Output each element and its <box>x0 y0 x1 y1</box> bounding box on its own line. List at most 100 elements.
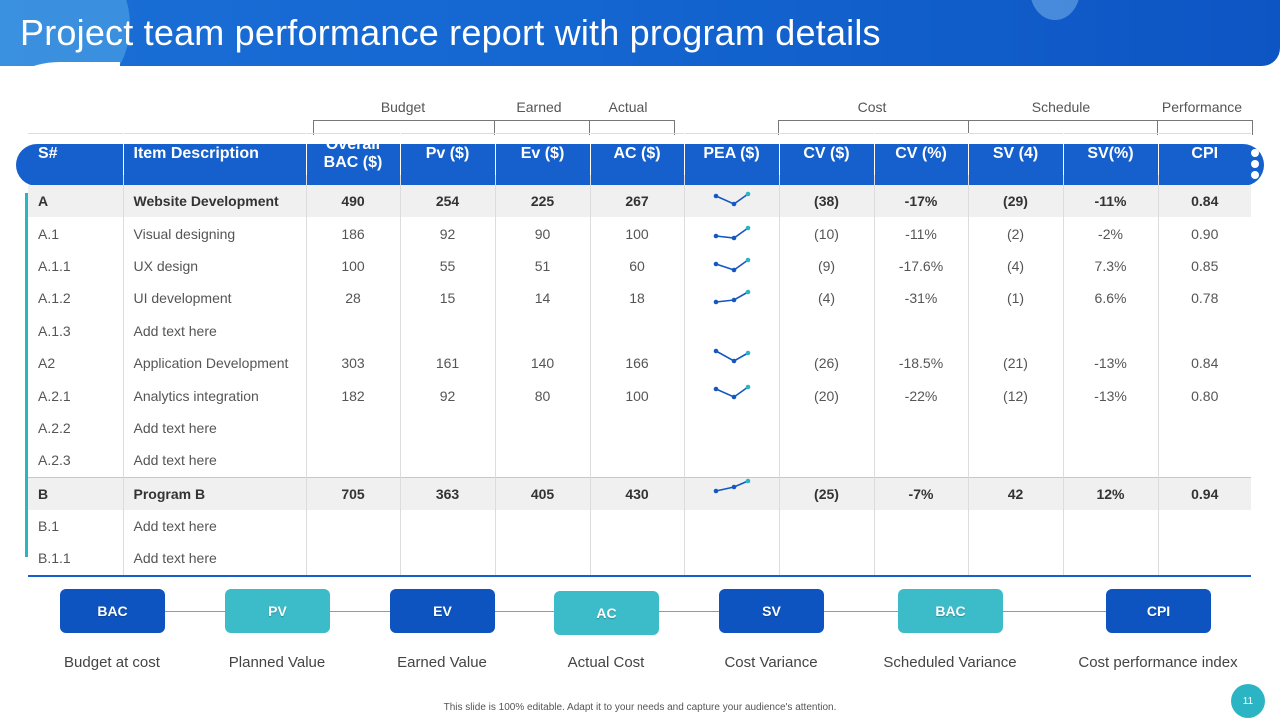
page-title: Project team performance report with pro… <box>20 12 881 53</box>
row-ac <box>590 444 685 478</box>
row-ev: 225 <box>495 185 591 218</box>
row-sv <box>968 444 1064 478</box>
flow-step-sv-4: SV <box>719 589 824 633</box>
sparkline-point <box>713 300 718 305</box>
row-sv-percent: -13% <box>1063 379 1159 412</box>
row-ac: 100 <box>590 379 685 412</box>
row-description: Program B <box>123 476 307 510</box>
row-cv: (10) <box>779 217 875 250</box>
row-pv: 363 <box>400 476 496 510</box>
flow-step-bac-5: BAC <box>898 589 1003 633</box>
col-header-cv-percent: CV (%) <box>874 133 969 175</box>
sparkline-point <box>731 484 736 490</box>
row-cv-percent <box>874 411 969 445</box>
row-pea-sparkline <box>684 444 780 478</box>
row-cv-percent: -22% <box>874 379 969 412</box>
row-sv: 42 <box>968 476 1064 510</box>
row-cv <box>779 314 875 347</box>
row-cv: (4) <box>779 282 875 315</box>
col-header-ev: Ev ($) <box>495 133 591 175</box>
sparkline-point <box>745 257 750 263</box>
row-cv-percent: -17% <box>874 185 969 218</box>
row-bac: 186 <box>306 217 401 250</box>
row-cv-percent <box>874 314 969 347</box>
row-cv-percent <box>874 509 969 543</box>
row-cpi: 0.80 <box>1191 387 1219 404</box>
row-sv <box>968 509 1064 543</box>
row-cv <box>779 411 875 445</box>
decor-circle <box>0 0 130 66</box>
row-sv-percent <box>1063 444 1159 478</box>
row-cv-percent: -11% <box>874 217 969 250</box>
row-ev <box>495 314 591 347</box>
row-description: Website Development <box>123 185 307 218</box>
row-description: Add text here <box>123 542 307 577</box>
row-cpi: 0.94 <box>1158 476 1251 510</box>
row-pv: 92 <box>400 217 496 250</box>
row-pv <box>400 314 496 347</box>
row-pea-sparkline <box>684 185 780 218</box>
pea-sparkline <box>713 478 750 494</box>
pea-sparkline <box>713 348 750 364</box>
row-sv-percent: 7.3% <box>1063 249 1159 283</box>
row-cv: (9) <box>779 249 875 283</box>
row-pea-sparkline <box>684 476 780 510</box>
row-pv <box>400 542 496 577</box>
row-description: UI development <box>123 282 307 315</box>
row-pea-sparkline <box>684 282 780 315</box>
row-sv-percent: -11% <box>1063 185 1159 218</box>
table-header-row: S# Item Description Overall BAC ($) Pv (… <box>28 133 1251 175</box>
row-cv-percent <box>874 444 969 478</box>
col-header-sno: S# <box>28 133 124 175</box>
performance-table: S# Item Description Overall BAC ($) Pv (… <box>28 133 1251 577</box>
sparkline-point <box>745 350 750 356</box>
row-sv-percent: -2% <box>1063 217 1159 250</box>
row-sv <box>968 411 1064 445</box>
pea-sparkline <box>713 257 750 273</box>
pea-sparkline <box>713 191 750 206</box>
row-bac: 100 <box>306 249 401 283</box>
row-sv-percent: 6.6% <box>1063 282 1159 315</box>
table-row: A.2.3 Add text here <box>28 444 1251 478</box>
row-bac <box>306 314 401 347</box>
row-cv-percent: -31% <box>874 282 969 315</box>
row-cv <box>779 509 875 543</box>
row-sno: B <box>28 476 124 510</box>
decor-circle <box>1030 0 1080 20</box>
row-sv-percent <box>1063 542 1159 577</box>
row-sno: A.2.2 <box>28 411 124 445</box>
pea-sparkline <box>713 225 750 240</box>
row-bac: 705 <box>306 476 401 510</box>
row-accent-line <box>25 193 28 557</box>
row-bac <box>306 542 401 577</box>
title-banner: Project team performance report with pro… <box>0 0 1280 66</box>
performance-table-wrap: S# Item Description Overall BAC ($) Pv (… <box>28 133 1251 577</box>
row-ev: 14 <box>495 282 591 315</box>
flow-step-ac-3: AC <box>554 591 659 635</box>
col-header-cv: CV ($) <box>779 133 875 175</box>
row-pea-sparkline <box>684 509 780 543</box>
row-pv: 161 <box>400 346 496 380</box>
row-sv: (12) <box>968 379 1064 412</box>
row-sv-percent: -13% <box>1063 346 1159 380</box>
table-row: A.1.2 UI development 28 15 14 18 (4) -31% (1) 6.6… <box>28 282 1251 315</box>
row-sv <box>968 542 1064 577</box>
row-description: Add text here <box>123 411 307 445</box>
col-header-cpi: CPI <box>1191 145 1219 162</box>
row-ev <box>495 509 591 543</box>
row-ev: 51 <box>495 249 591 283</box>
row-cv <box>779 444 875 478</box>
row-cv-percent: -17.6% <box>874 249 969 283</box>
sparkline-point <box>713 261 718 267</box>
row-ev: 405 <box>495 476 591 510</box>
table-row: A Website Development 490 254 225 267 (38) -17%… <box>28 185 1251 218</box>
row-ac: 430 <box>590 476 685 510</box>
group-label-cost: Cost <box>857 99 887 115</box>
row-sno: A.2.1 <box>28 379 124 412</box>
sparkline-point <box>745 191 750 196</box>
row-cpi <box>1158 542 1251 577</box>
row-bac: 182 <box>306 379 401 412</box>
group-bracket <box>1157 120 1253 135</box>
row-sv: (2) <box>968 217 1064 250</box>
flow-caption: Planned Value <box>228 654 326 671</box>
